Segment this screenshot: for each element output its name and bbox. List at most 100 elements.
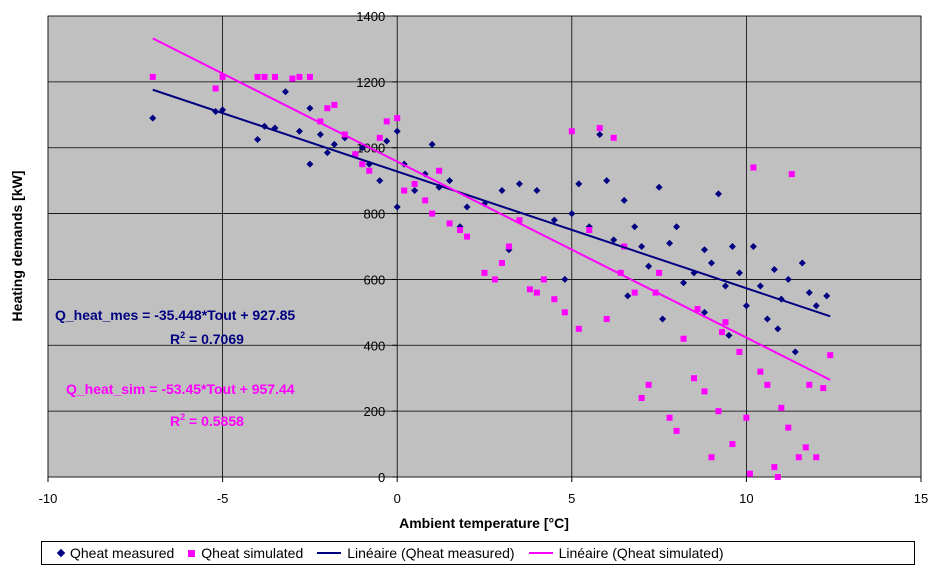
measured-point [659,315,667,323]
simulated-point [785,424,792,431]
x-tick-label: 10 [739,491,753,506]
x-axis-ticks: -10 -5 0 5 10 15 [39,477,928,506]
simulated-point [551,296,558,303]
simulated-point [827,352,834,359]
simulated-point [376,134,383,141]
simulated-point [736,348,743,355]
measured-point [610,236,618,244]
measured-point [749,243,757,250]
measured-point [281,88,289,96]
measured-point [728,243,736,250]
simulated-point [722,319,729,326]
measured-point [735,269,743,277]
y-tick-label: 800 [363,207,385,222]
measured-point [254,135,262,143]
y-axis-ticks: 0200400600800100012001400 [356,9,398,485]
trendline-simulated [152,37,831,381]
measured-point [383,137,391,145]
measured-point [295,127,303,135]
measured-point [812,302,820,310]
simulated-point [638,394,645,401]
x-tick-label: -10 [39,491,58,506]
simulated-point [603,315,610,322]
simulated-point [718,329,725,336]
measured-point [393,127,401,135]
simulated-point [680,335,687,342]
simulated-point [806,381,813,388]
diamond-marker-icon [56,548,66,558]
simulated-point [575,325,582,332]
simulated-point [729,441,736,448]
measured-point [763,315,771,323]
measured-point [680,279,688,287]
simulated-point [750,164,757,171]
navy-line-icon [317,552,342,554]
measured-point [725,331,733,339]
simulated-point [526,286,533,293]
measured-point [823,292,831,300]
legend-label-simulated: Qheat simulated [201,545,304,561]
measured-point [393,203,401,211]
simulated-point [446,220,453,227]
measured-point [323,149,331,157]
simulated-point [331,101,338,108]
measured-point [700,246,708,254]
simulated-point [149,73,156,80]
measured-point [721,282,729,290]
simulated-point [631,289,638,296]
r2-measured: R2 = 0.7069 [170,330,244,347]
simulated-point [296,73,303,80]
measured-point [631,223,639,231]
simulated-point [254,73,261,80]
simulated-point [656,269,663,276]
square-marker-icon [188,549,196,557]
simulated-point [568,128,575,135]
measured-point [655,183,663,191]
simulated-point [261,73,268,80]
simulated-point [795,454,802,461]
simulated-point [289,75,296,82]
simulated-point [317,118,324,125]
simulated-point [498,259,505,266]
simulated-point [411,180,418,187]
legend-label-lin-simulated: Linéaire (Qheat simulated) [558,545,724,561]
trendlines [152,37,831,381]
simulated-point [694,306,701,313]
measured-point [446,177,454,185]
measured-point [707,259,715,267]
simulated-point [645,381,652,388]
simulated-point [802,444,809,451]
measured-point [784,275,792,283]
measured-point [805,289,813,297]
measured-point [306,160,314,168]
measured-point [463,203,471,211]
simulated-point [746,470,753,477]
simulated-point [383,118,390,125]
x-tick-label: 15 [914,491,928,506]
measured-point [774,325,782,333]
simulated-point [540,276,547,283]
legend-item-lin-simulated: Linéaire (Qheat simulated) [528,545,724,561]
y-tick-label: 400 [363,338,385,353]
simulated-point [586,227,593,234]
y-axis-title: Heating demands [kW] [9,171,25,322]
measured-point [645,262,653,270]
simulated-point [219,73,226,80]
measured-point [620,196,628,204]
trendline-measured [152,88,831,318]
simulated-point [352,151,359,158]
simulated-point [436,167,443,174]
simulated-point [533,289,540,296]
measured-point [700,308,708,316]
x-axis-title: Ambient temperature [°C] [399,515,569,531]
measured-point [498,187,506,195]
measured-point [550,216,558,224]
measured-point [798,259,806,267]
simulated-point [743,414,750,421]
x-tick-label: -5 [217,491,229,506]
simulated-point [306,73,313,80]
simulated-point [708,454,715,461]
equation-measured: Q_heat_mes = -35.448*Tout + 927.85 [55,307,295,323]
measured-point [533,187,541,195]
y-tick-label: 1200 [356,75,385,90]
